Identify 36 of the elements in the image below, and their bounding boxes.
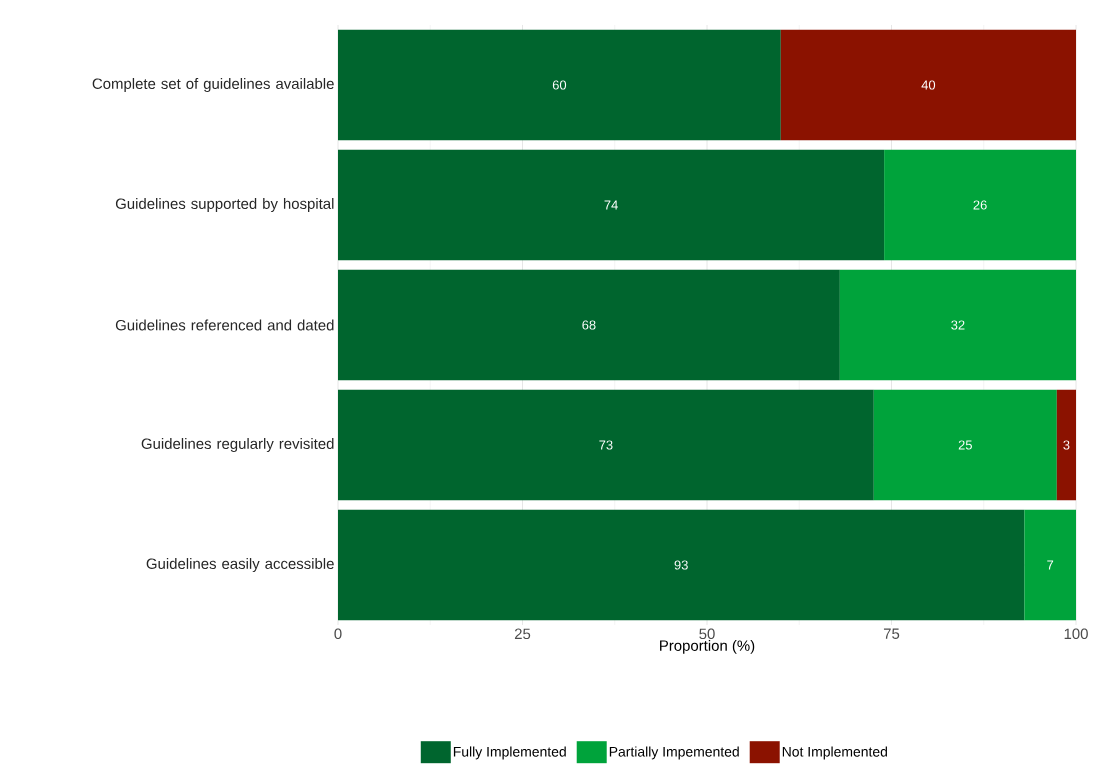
y-tick-label: Guidelines supported by hospital <box>115 198 334 212</box>
x-tick-label: 25 <box>514 628 531 640</box>
x-axis-title: Proportion (%) <box>660 639 755 654</box>
bar <box>338 389 874 501</box>
legend-label: Fully Implemented <box>453 746 566 760</box>
bar <box>780 29 1077 141</box>
bar <box>884 149 1077 261</box>
data-label: 60 <box>552 80 567 90</box>
x-tick-label: 75 <box>883 628 900 639</box>
x-tick-label: 0 <box>334 628 342 640</box>
bar <box>338 149 885 261</box>
x-tick-label: 100 <box>1064 628 1088 640</box>
bar <box>839 269 1077 381</box>
y-tick-label: Guidelines easily accessible <box>146 558 334 572</box>
data-label: 32 <box>951 320 965 330</box>
x-tick-label: 50 <box>699 628 715 640</box>
y-tick-label: Complete set of guidelines available <box>92 78 334 92</box>
bar <box>873 389 1057 501</box>
data-label: 26 <box>973 200 987 210</box>
data-label: 73 <box>599 440 613 450</box>
data-label: 7 <box>1047 560 1054 570</box>
bar <box>1024 509 1077 621</box>
bar <box>338 269 840 381</box>
bar <box>1056 389 1077 501</box>
data-label: 93 <box>674 560 688 570</box>
y-tick-label: Guidelines regularly revisited <box>141 438 334 452</box>
bar <box>338 29 781 141</box>
data-label: 25 <box>958 440 972 450</box>
y-tick-label: Guidelines referenced and dated <box>115 319 334 331</box>
data-label: 3 <box>1063 440 1070 450</box>
data-label: 74 <box>604 200 618 210</box>
data-label: 40 <box>921 80 936 90</box>
data-label: 68 <box>582 320 596 330</box>
legend-label: Partially Impemented <box>609 746 739 760</box>
legend-label: Not Implemented <box>782 746 887 760</box>
bar <box>338 509 1025 621</box>
